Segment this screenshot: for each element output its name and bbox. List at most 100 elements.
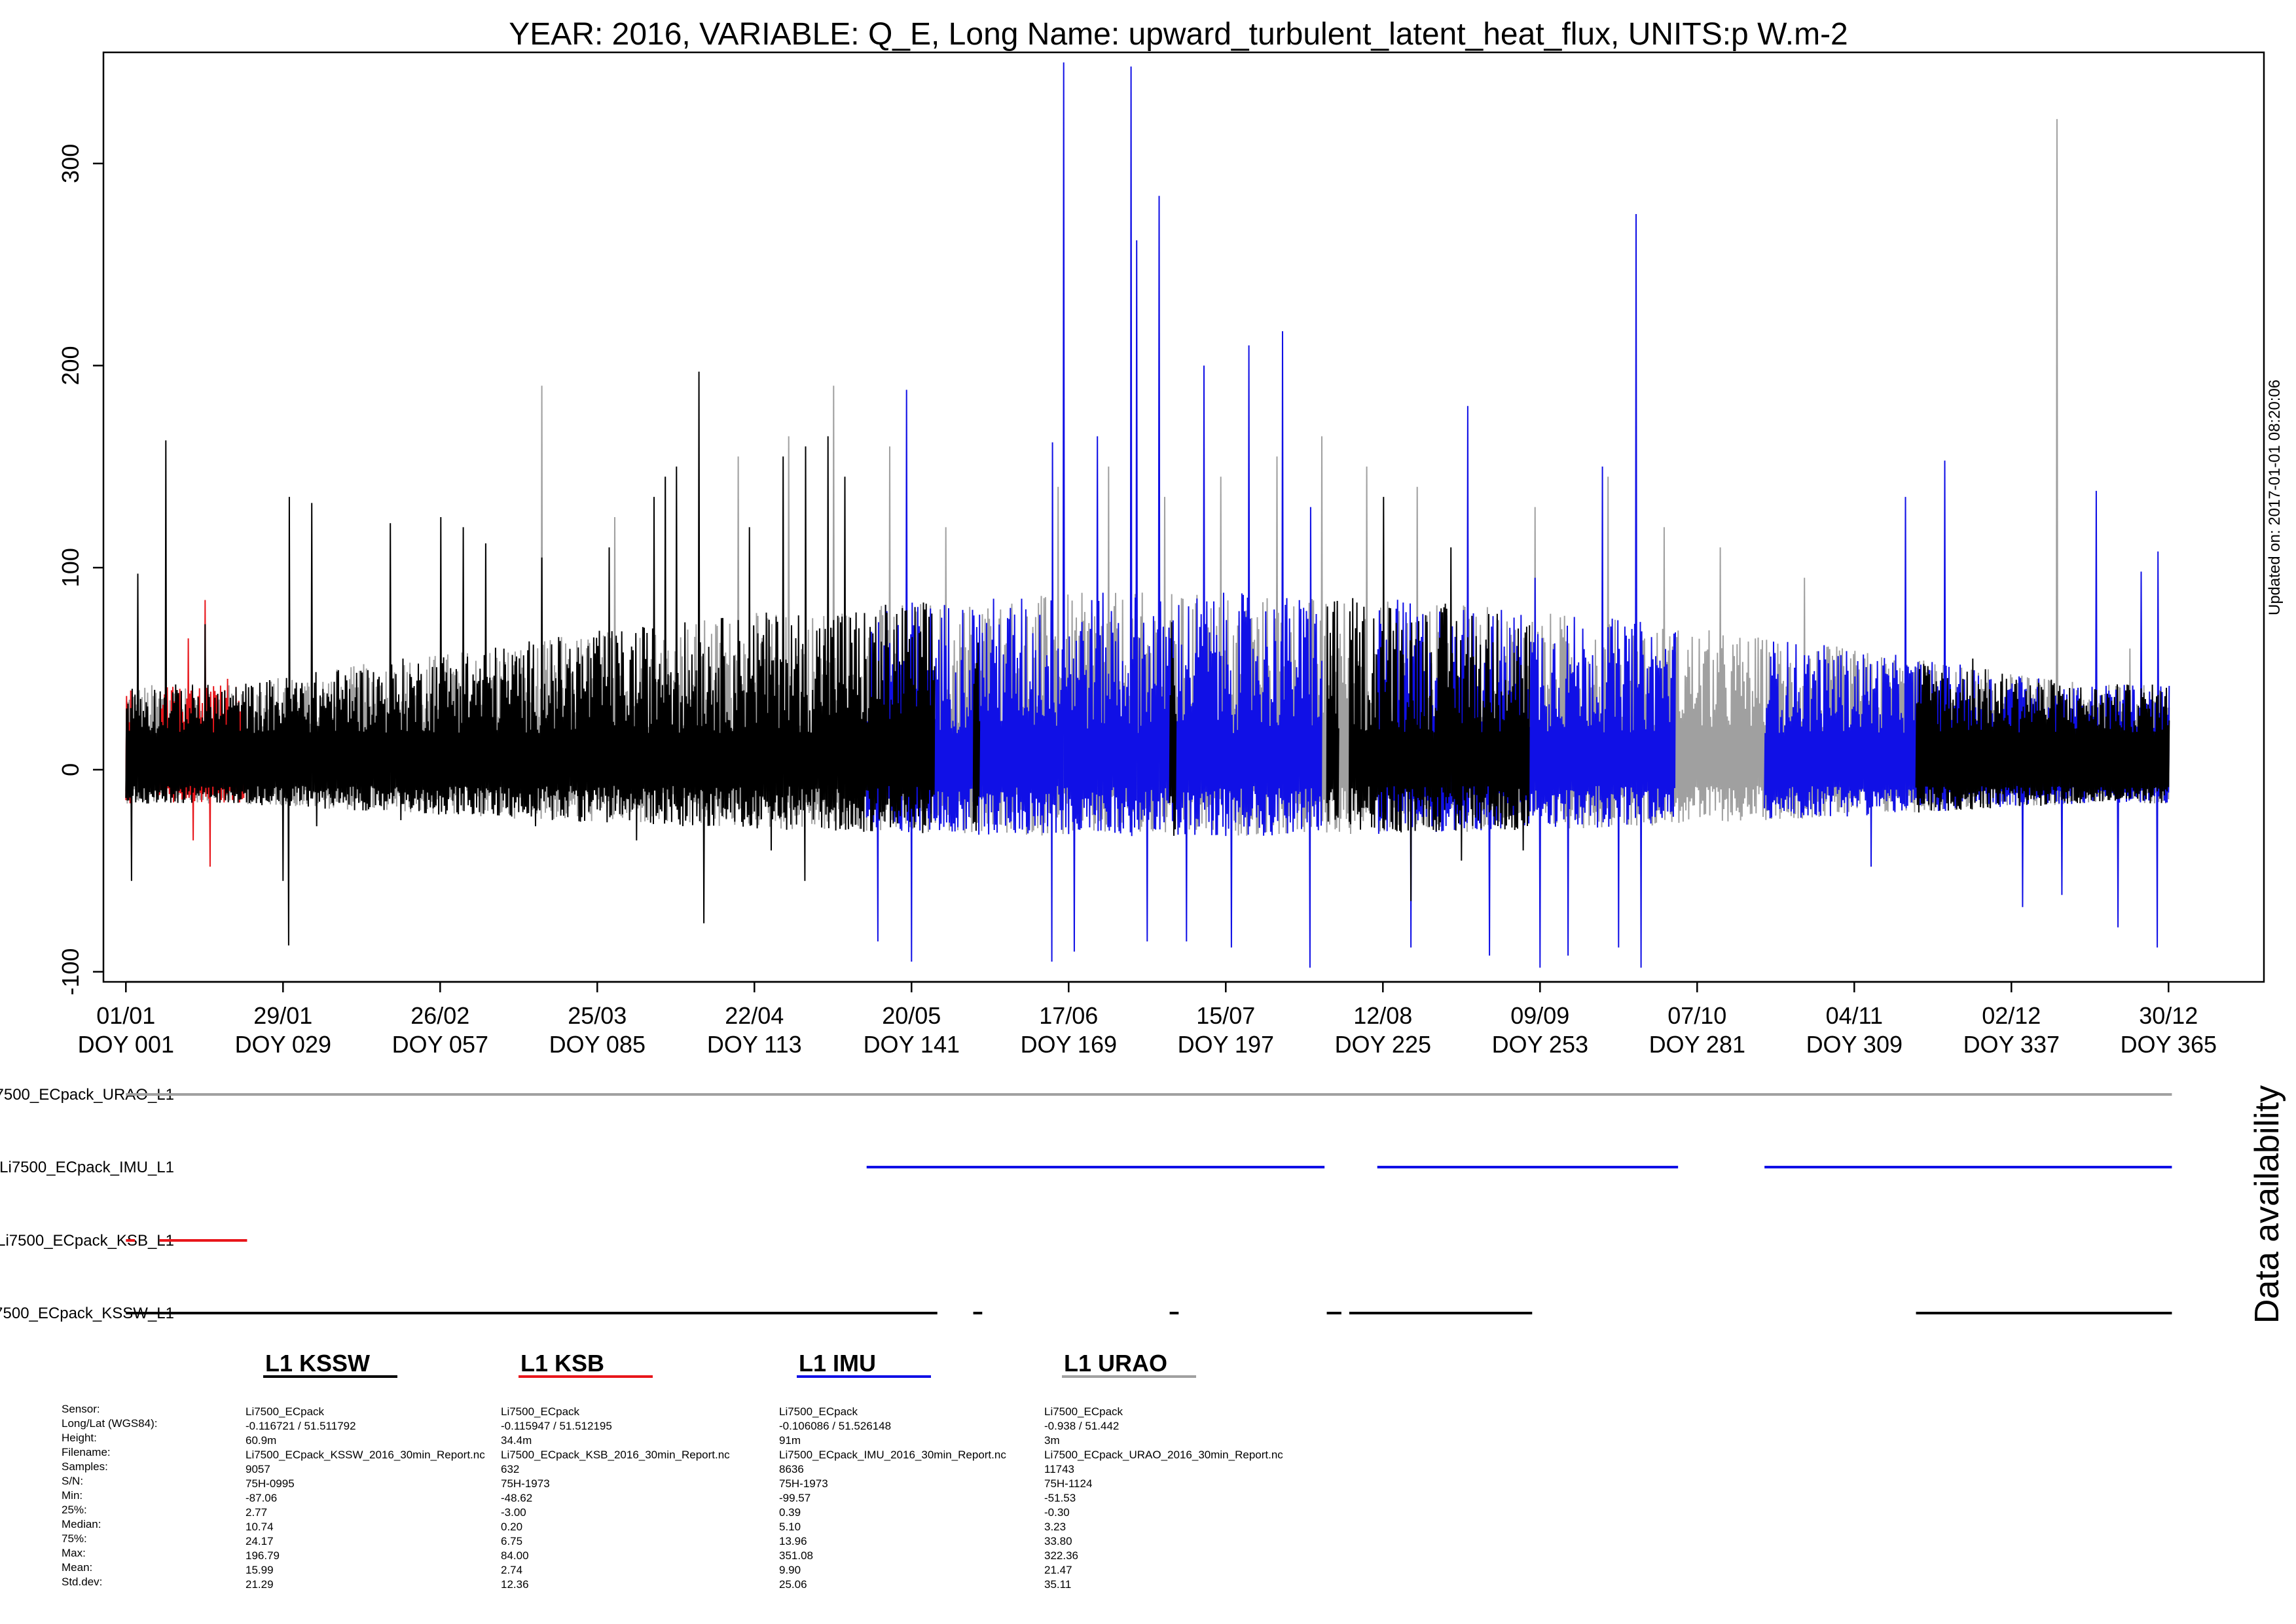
x-tick-doy: DOY 281 (1649, 1031, 1745, 1058)
meta-value: 11743 (1044, 1463, 1074, 1475)
meta-value: -87.06 (246, 1492, 277, 1504)
x-tick-date: 02/12 (1982, 1002, 2041, 1029)
updated-timestamp: Updated on: 2017-01-01 08:20:06 (2266, 380, 2284, 615)
meta-label: 75%: (62, 1532, 87, 1545)
meta-label: Min: (62, 1489, 82, 1502)
x-tick-date: 20/05 (882, 1002, 941, 1029)
meta-label: Filename: (62, 1446, 111, 1458)
meta-label: Long/Lat (WGS84): (62, 1417, 157, 1430)
meta-label: Sensor: (62, 1403, 100, 1415)
meta-value: 9.90 (779, 1564, 801, 1576)
meta-value: Li7500_ECpack (246, 1405, 325, 1418)
meta-value: -0.116721 / 51.511792 (246, 1420, 356, 1432)
meta-value: 3m (1044, 1434, 1060, 1447)
meta-value: 12.36 (501, 1578, 529, 1591)
meta-label: Median: (62, 1518, 101, 1530)
y-tick-label: 200 (57, 346, 84, 385)
availability-panel: Li7500_ECpack_URAO_L1Li7500_ECpack_IMU_L… (0, 1086, 2172, 1322)
meta-value: 25.06 (779, 1578, 807, 1591)
x-tick-date: 15/07 (1196, 1002, 1255, 1029)
meta-value: 8636 (779, 1463, 804, 1475)
x-tick-date: 25/03 (568, 1002, 627, 1029)
meta-value: 75H-1973 (501, 1477, 550, 1490)
meta-value: 3.23 (1044, 1521, 1066, 1533)
availability-row-label: Li7500_ECpack_KSB_L1 (0, 1232, 174, 1250)
meta-value: Li7500_ECpack_KSSW_2016_30min_Report.nc (246, 1449, 485, 1461)
x-tick-doy: DOY 309 (1806, 1031, 1903, 1058)
meta-value: 84.00 (501, 1549, 529, 1562)
availability-label: Data availability (2248, 1085, 2286, 1324)
meta-value: 33.80 (1044, 1535, 1072, 1547)
meta-value: 75H-0995 (246, 1477, 295, 1490)
meta-value: 632 (501, 1463, 519, 1475)
meta-value: 13.96 (779, 1535, 807, 1547)
x-tick-date: 07/10 (1667, 1002, 1726, 1029)
meta-value: 15.99 (246, 1564, 274, 1576)
meta-label: Mean: (62, 1561, 92, 1574)
meta-value: 0.20 (501, 1521, 522, 1533)
meta-value: 91m (779, 1434, 801, 1447)
x-tick-doy: DOY 085 (549, 1031, 646, 1058)
meta-value: -0.938 / 51.442 (1044, 1420, 1119, 1432)
y-tick-label: -100 (57, 948, 84, 996)
x-tick-doy: DOY 337 (1963, 1031, 2060, 1058)
x-tick-doy: DOY 253 (1492, 1031, 1588, 1058)
meta-value: 10.74 (246, 1521, 274, 1533)
x-tick-doy: DOY 225 (1335, 1031, 1431, 1058)
series-layer (125, 62, 2170, 968)
meta-value: Li7500_ECpack (1044, 1405, 1123, 1418)
meta-label: Samples: (62, 1460, 108, 1473)
meta-label: Max: (62, 1547, 86, 1559)
y-axis: -100 0 100 200 300 (57, 144, 103, 996)
x-tick-doy: DOY 365 (2121, 1031, 2217, 1058)
meta-value: 351.08 (779, 1549, 813, 1562)
meta-value: 196.79 (246, 1549, 280, 1562)
meta-value: -99.57 (779, 1492, 811, 1504)
meta-value: -48.62 (501, 1492, 532, 1504)
availability-row-label: Li7500_ECpack_IMU_L1 (0, 1159, 174, 1176)
meta-value: -0.30 (1044, 1506, 1070, 1519)
meta-value: 322.36 (1044, 1549, 1078, 1562)
meta-value: 5.10 (779, 1521, 801, 1533)
x-tick-date: 01/01 (96, 1002, 155, 1029)
meta-value: -0.115947 / 51.512195 (501, 1420, 612, 1432)
meta-value: Li7500_ECpack_IMU_2016_30min_Report.nc (779, 1449, 1006, 1461)
meta-value: -51.53 (1044, 1492, 1076, 1504)
x-tick-date: 09/09 (1510, 1002, 1569, 1029)
meta-value: Li7500_ECpack_URAO_2016_30min_Report.nc (1044, 1449, 1283, 1461)
x-tick-date: 17/06 (1039, 1002, 1098, 1029)
legend-title: L1 KSB (520, 1350, 604, 1377)
meta-value: 2.77 (246, 1506, 267, 1519)
meta-value: 2.74 (501, 1564, 522, 1576)
meta-label: Height: (62, 1432, 97, 1444)
legend-title: L1 KSSW (265, 1350, 370, 1377)
x-tick-date: 12/08 (1353, 1002, 1412, 1029)
x-tick-date: 04/11 (1826, 1002, 1883, 1029)
meta-value: 21.29 (246, 1578, 274, 1591)
meta-label: 25%: (62, 1504, 87, 1516)
x-tick-doy: DOY 169 (1021, 1031, 1117, 1058)
series-line-imu (866, 62, 2170, 968)
meta-label: S/N: (62, 1475, 83, 1487)
meta-value: 21.47 (1044, 1564, 1072, 1576)
meta-value: 9057 (246, 1463, 270, 1475)
meta-value: 34.4m (501, 1434, 532, 1447)
meta-value: 6.75 (501, 1535, 522, 1547)
x-tick-date: 30/12 (2139, 1002, 2198, 1029)
x-tick-doy: DOY 113 (707, 1031, 802, 1058)
meta-value: -3.00 (501, 1506, 526, 1519)
meta-label: Std.dev: (62, 1576, 102, 1588)
y-tick-label: 0 (57, 763, 84, 776)
meta-value: 35.11 (1044, 1578, 1071, 1591)
legend-title: L1 URAO (1064, 1350, 1167, 1377)
x-tick-date: 29/01 (253, 1002, 312, 1029)
meta-value: Li7500_ECpack_KSB_2016_30min_Report.nc (501, 1449, 730, 1461)
legend-title: L1 IMU (799, 1350, 876, 1377)
meta-value: 75H-1973 (779, 1477, 828, 1490)
y-tick-label: 100 (57, 548, 84, 587)
meta-value: Li7500_ECpack (779, 1405, 858, 1418)
x-tick-date: 26/02 (410, 1002, 469, 1029)
meta-value: -0.106086 / 51.526148 (779, 1420, 891, 1432)
